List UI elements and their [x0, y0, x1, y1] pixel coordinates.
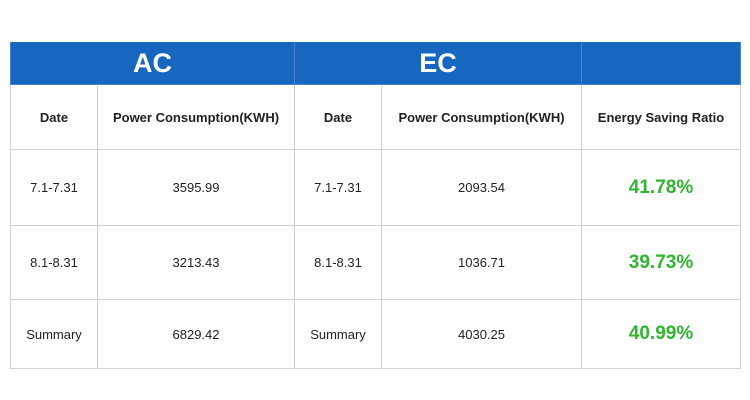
- cell: 3213.43: [97, 225, 295, 300]
- column-header-row: Date Power Consumption(KWH) Date Power C…: [10, 84, 742, 150]
- column-header: Date: [294, 84, 382, 150]
- group-header-row: AC EC: [10, 42, 742, 85]
- column-header: Power Consumption(KWH): [380, 84, 583, 150]
- cell: 2093.54: [380, 149, 583, 226]
- cell: Summary: [294, 299, 382, 369]
- table-row: 7.1-7.31 3595.99 7.1-7.31 2093.54 41.78%: [10, 149, 742, 226]
- group-header: EC: [293, 42, 583, 85]
- cell: Summary: [10, 299, 98, 369]
- group-header: AC: [10, 42, 295, 85]
- group-header-blank: [581, 42, 742, 85]
- column-header: Power Consumption(KWH): [97, 84, 295, 150]
- cell: 6829.42: [97, 299, 295, 369]
- ratio-cell: 40.99%: [581, 299, 742, 369]
- cell: 1036.71: [380, 225, 583, 300]
- ratio-cell: 39.73%: [581, 225, 742, 300]
- cell: 7.1-7.31: [10, 149, 98, 226]
- cell: 7.1-7.31: [294, 149, 382, 226]
- energy-table: AC EC Date Power Consumption(KWH) Date P…: [10, 42, 742, 369]
- cell: 8.1-8.31: [294, 225, 382, 300]
- table-row: Summary 6829.42 Summary 4030.25 40.99%: [10, 299, 742, 369]
- cell: 3595.99: [97, 149, 295, 226]
- cell: 4030.25: [380, 299, 583, 369]
- ratio-cell: 41.78%: [581, 149, 742, 226]
- table-row: 8.1-8.31 3213.43 8.1-8.31 1036.71 39.73%: [10, 225, 742, 300]
- column-header: Energy Saving Ratio: [581, 84, 742, 150]
- column-header: Date: [10, 84, 98, 150]
- cell: 8.1-8.31: [10, 225, 98, 300]
